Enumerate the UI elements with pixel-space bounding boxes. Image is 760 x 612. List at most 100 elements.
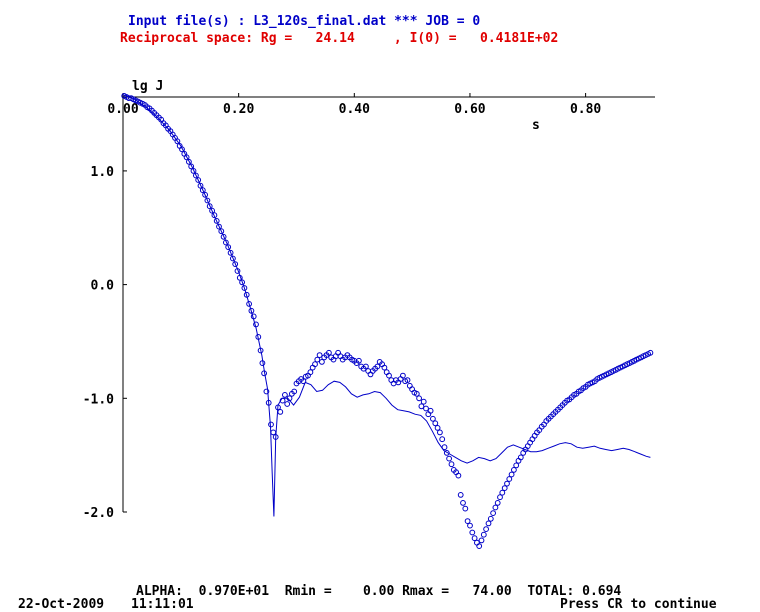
data-point	[455, 472, 462, 479]
data-point	[487, 515, 494, 522]
data-point	[204, 197, 211, 204]
data-point	[432, 420, 439, 427]
data-point	[188, 163, 195, 170]
data-point	[275, 404, 281, 411]
data-point	[467, 522, 473, 529]
data-point	[314, 356, 321, 363]
data-point	[437, 429, 443, 436]
data-point	[268, 421, 274, 428]
data-point	[374, 363, 381, 370]
y-axis-label: lg J	[132, 79, 163, 94]
data-point	[504, 480, 510, 487]
data-point	[225, 244, 232, 251]
data-point	[386, 372, 392, 379]
data-point	[462, 505, 469, 512]
data-point	[647, 349, 654, 356]
data-point	[381, 364, 388, 371]
footer-time: 11:11:01	[131, 597, 194, 612]
data-point	[517, 454, 524, 461]
data-point	[485, 520, 492, 527]
data-point	[183, 154, 190, 161]
data-point	[513, 462, 520, 469]
data-point	[420, 398, 427, 405]
data-point	[476, 543, 483, 549]
fit-curve	[122, 94, 651, 517]
y-tick-label: 0.0	[91, 279, 115, 294]
data-point	[248, 307, 255, 314]
data-point	[195, 177, 202, 183]
x-tick-label: 0.60	[454, 102, 485, 117]
data-point	[494, 500, 501, 506]
data-point	[457, 492, 464, 498]
data-point	[234, 268, 241, 274]
data-point	[430, 415, 436, 422]
y-tick-label: -1.0	[83, 392, 114, 407]
press-cr-prompt[interactable]: Press CR to continue	[560, 597, 717, 612]
data-point	[279, 397, 286, 404]
data-point	[483, 526, 490, 532]
x-tick-label: 0.80	[570, 102, 601, 117]
data-point	[439, 436, 446, 443]
data-point	[277, 409, 284, 415]
data-point	[316, 352, 323, 359]
data-point	[286, 395, 293, 402]
x-tick-label: 0.40	[339, 102, 370, 117]
fit-curve-group	[122, 94, 651, 517]
data-point	[312, 361, 318, 368]
data-point	[227, 249, 234, 256]
data-point	[199, 187, 206, 194]
data-point	[427, 407, 434, 414]
y-tick-label: 1.0	[91, 165, 115, 180]
data-point	[220, 233, 227, 240]
data-point	[270, 429, 277, 436]
chart-axes: 0.00 0.20 0.40 0.60 0.80 1.0 0.0 -1.0 -2.0 lg J s	[83, 79, 655, 521]
data-point	[216, 223, 222, 230]
x-axis-label: s	[532, 118, 540, 133]
data-point	[265, 399, 272, 406]
data-point	[197, 182, 204, 189]
data-point	[404, 377, 411, 384]
data-point	[284, 401, 291, 407]
data-point	[243, 291, 250, 298]
data-point	[190, 168, 197, 174]
data-point	[211, 212, 218, 219]
data-point	[478, 537, 485, 544]
data-point	[246, 301, 253, 307]
data-point	[326, 349, 332, 356]
data-point	[471, 535, 478, 542]
data-point	[232, 261, 239, 268]
data-point	[511, 467, 517, 473]
data-point	[460, 500, 466, 506]
data-point	[257, 347, 264, 354]
data-point	[497, 494, 503, 501]
data-point	[209, 207, 216, 214]
data-point	[443, 450, 450, 456]
data-point	[480, 531, 487, 538]
data-point	[291, 388, 298, 395]
data-point	[319, 359, 325, 365]
data-point	[250, 313, 257, 320]
data-point	[490, 510, 497, 516]
data-point	[400, 372, 406, 379]
y-tick-label: -2.0	[83, 506, 114, 521]
data-point	[469, 529, 476, 536]
data-point	[230, 255, 236, 262]
data-point	[174, 138, 181, 145]
data-point	[206, 203, 213, 210]
data-point	[236, 274, 243, 281]
data-point	[441, 444, 448, 451]
data-point	[263, 388, 270, 395]
data-point	[186, 158, 192, 165]
data-point	[501, 485, 508, 492]
data-point	[307, 369, 314, 376]
data-point	[261, 370, 268, 377]
data-point	[223, 239, 229, 246]
x-tick-label: 0.00	[107, 102, 138, 117]
data-point	[506, 476, 513, 482]
data-point	[356, 357, 362, 364]
data-point	[193, 172, 199, 179]
data-point	[464, 518, 471, 524]
data-point	[499, 489, 506, 496]
data-point	[418, 403, 425, 410]
